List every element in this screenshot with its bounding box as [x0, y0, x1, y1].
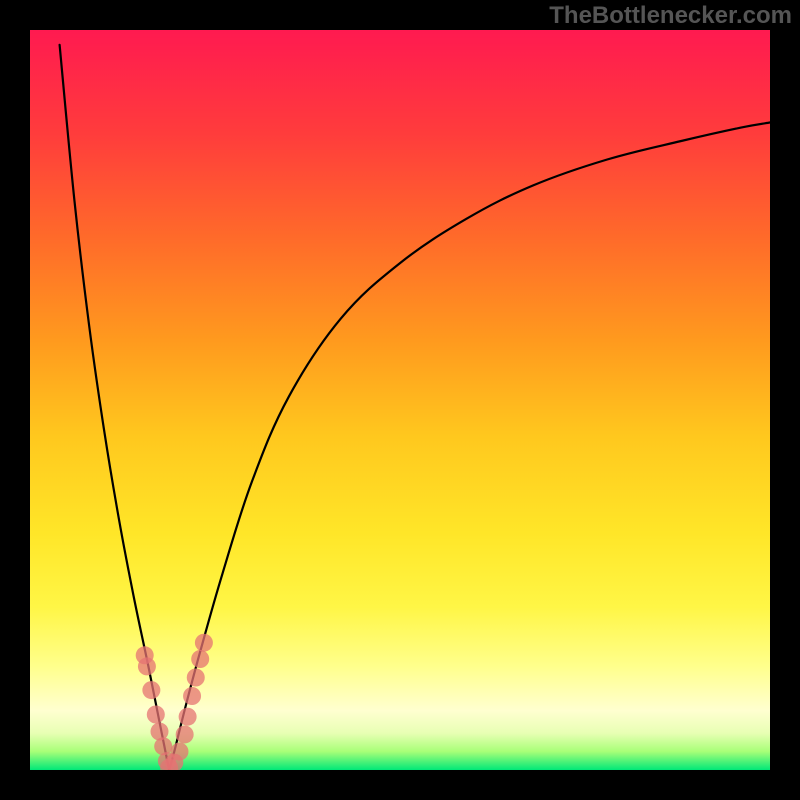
marker-circle: [160, 759, 178, 770]
marker-circle: [183, 687, 201, 705]
marker-circle: [142, 681, 160, 699]
chart-svg: [30, 30, 770, 770]
marker-circle: [151, 723, 169, 741]
marker-circle: [158, 752, 176, 770]
marker-circle: [136, 646, 154, 664]
marker-circle: [191, 650, 209, 668]
marker-circle: [187, 669, 205, 687]
marker-circle: [154, 737, 172, 755]
marker-circle: [138, 657, 156, 675]
left-branch-curve: [60, 45, 170, 770]
marker-circle: [165, 754, 183, 770]
marker-circle: [179, 708, 197, 726]
gradient-background: [30, 30, 770, 770]
marker-circle: [176, 725, 194, 743]
scatter-markers: [136, 634, 213, 770]
plot-area: [30, 30, 770, 770]
marker-circle: [170, 743, 188, 761]
marker-circle: [147, 706, 165, 724]
marker-circle: [195, 634, 213, 652]
figure-root: TheBottlenecker.com: [0, 0, 800, 800]
watermark-link[interactable]: TheBottlenecker.com: [549, 2, 792, 30]
right-branch-curve: [169, 123, 770, 771]
